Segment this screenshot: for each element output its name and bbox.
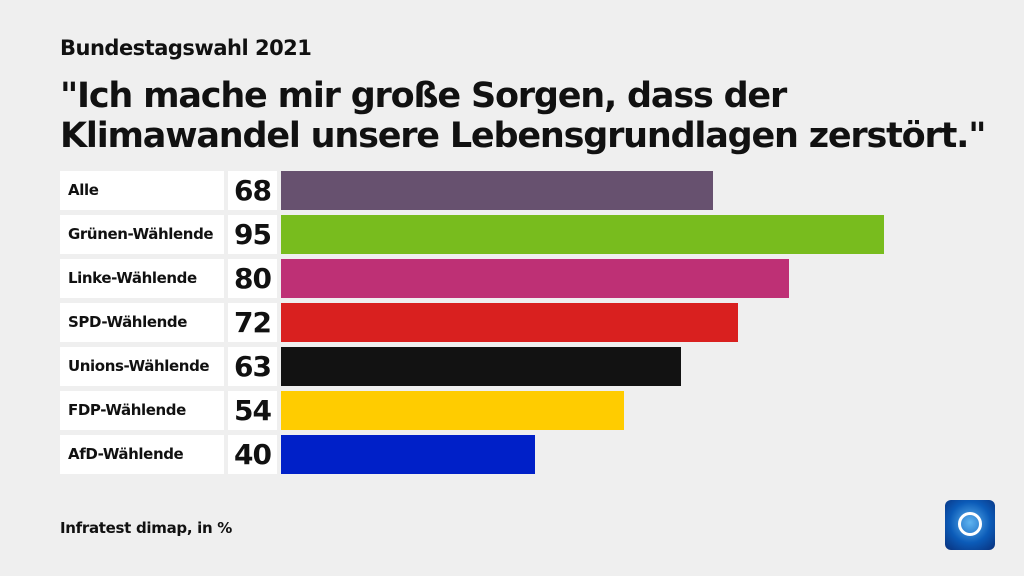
value-label: 54 [228, 391, 277, 430]
value-label: 72 [228, 303, 277, 342]
tagesschau-logo-icon [945, 500, 995, 550]
category-label: SPD-Wählende [60, 303, 224, 342]
category-label: Alle [60, 171, 224, 210]
category-label: Grünen-Wählende [60, 215, 224, 254]
bar [281, 303, 738, 342]
value-label: 63 [228, 347, 277, 386]
bar [281, 391, 624, 430]
category-label: Linke-Wählende [60, 259, 224, 298]
bar [281, 435, 535, 474]
bar [281, 347, 681, 386]
source-note: Infratest dimap, in % [60, 519, 233, 537]
value-label: 95 [228, 215, 277, 254]
bar [281, 259, 789, 298]
chart-title: "Ich mache mir große Sorgen, dass der Kl… [60, 76, 986, 156]
category-label: Unions-Wählende [60, 347, 224, 386]
category-label: FDP-Wählende [60, 391, 224, 430]
bar [281, 215, 884, 254]
supertitle: Bundestagswahl 2021 [60, 36, 312, 60]
value-label: 68 [228, 171, 277, 210]
bar [281, 171, 713, 210]
value-label: 40 [228, 435, 277, 474]
value-label: 80 [228, 259, 277, 298]
category-label: AfD-Wählende [60, 435, 224, 474]
